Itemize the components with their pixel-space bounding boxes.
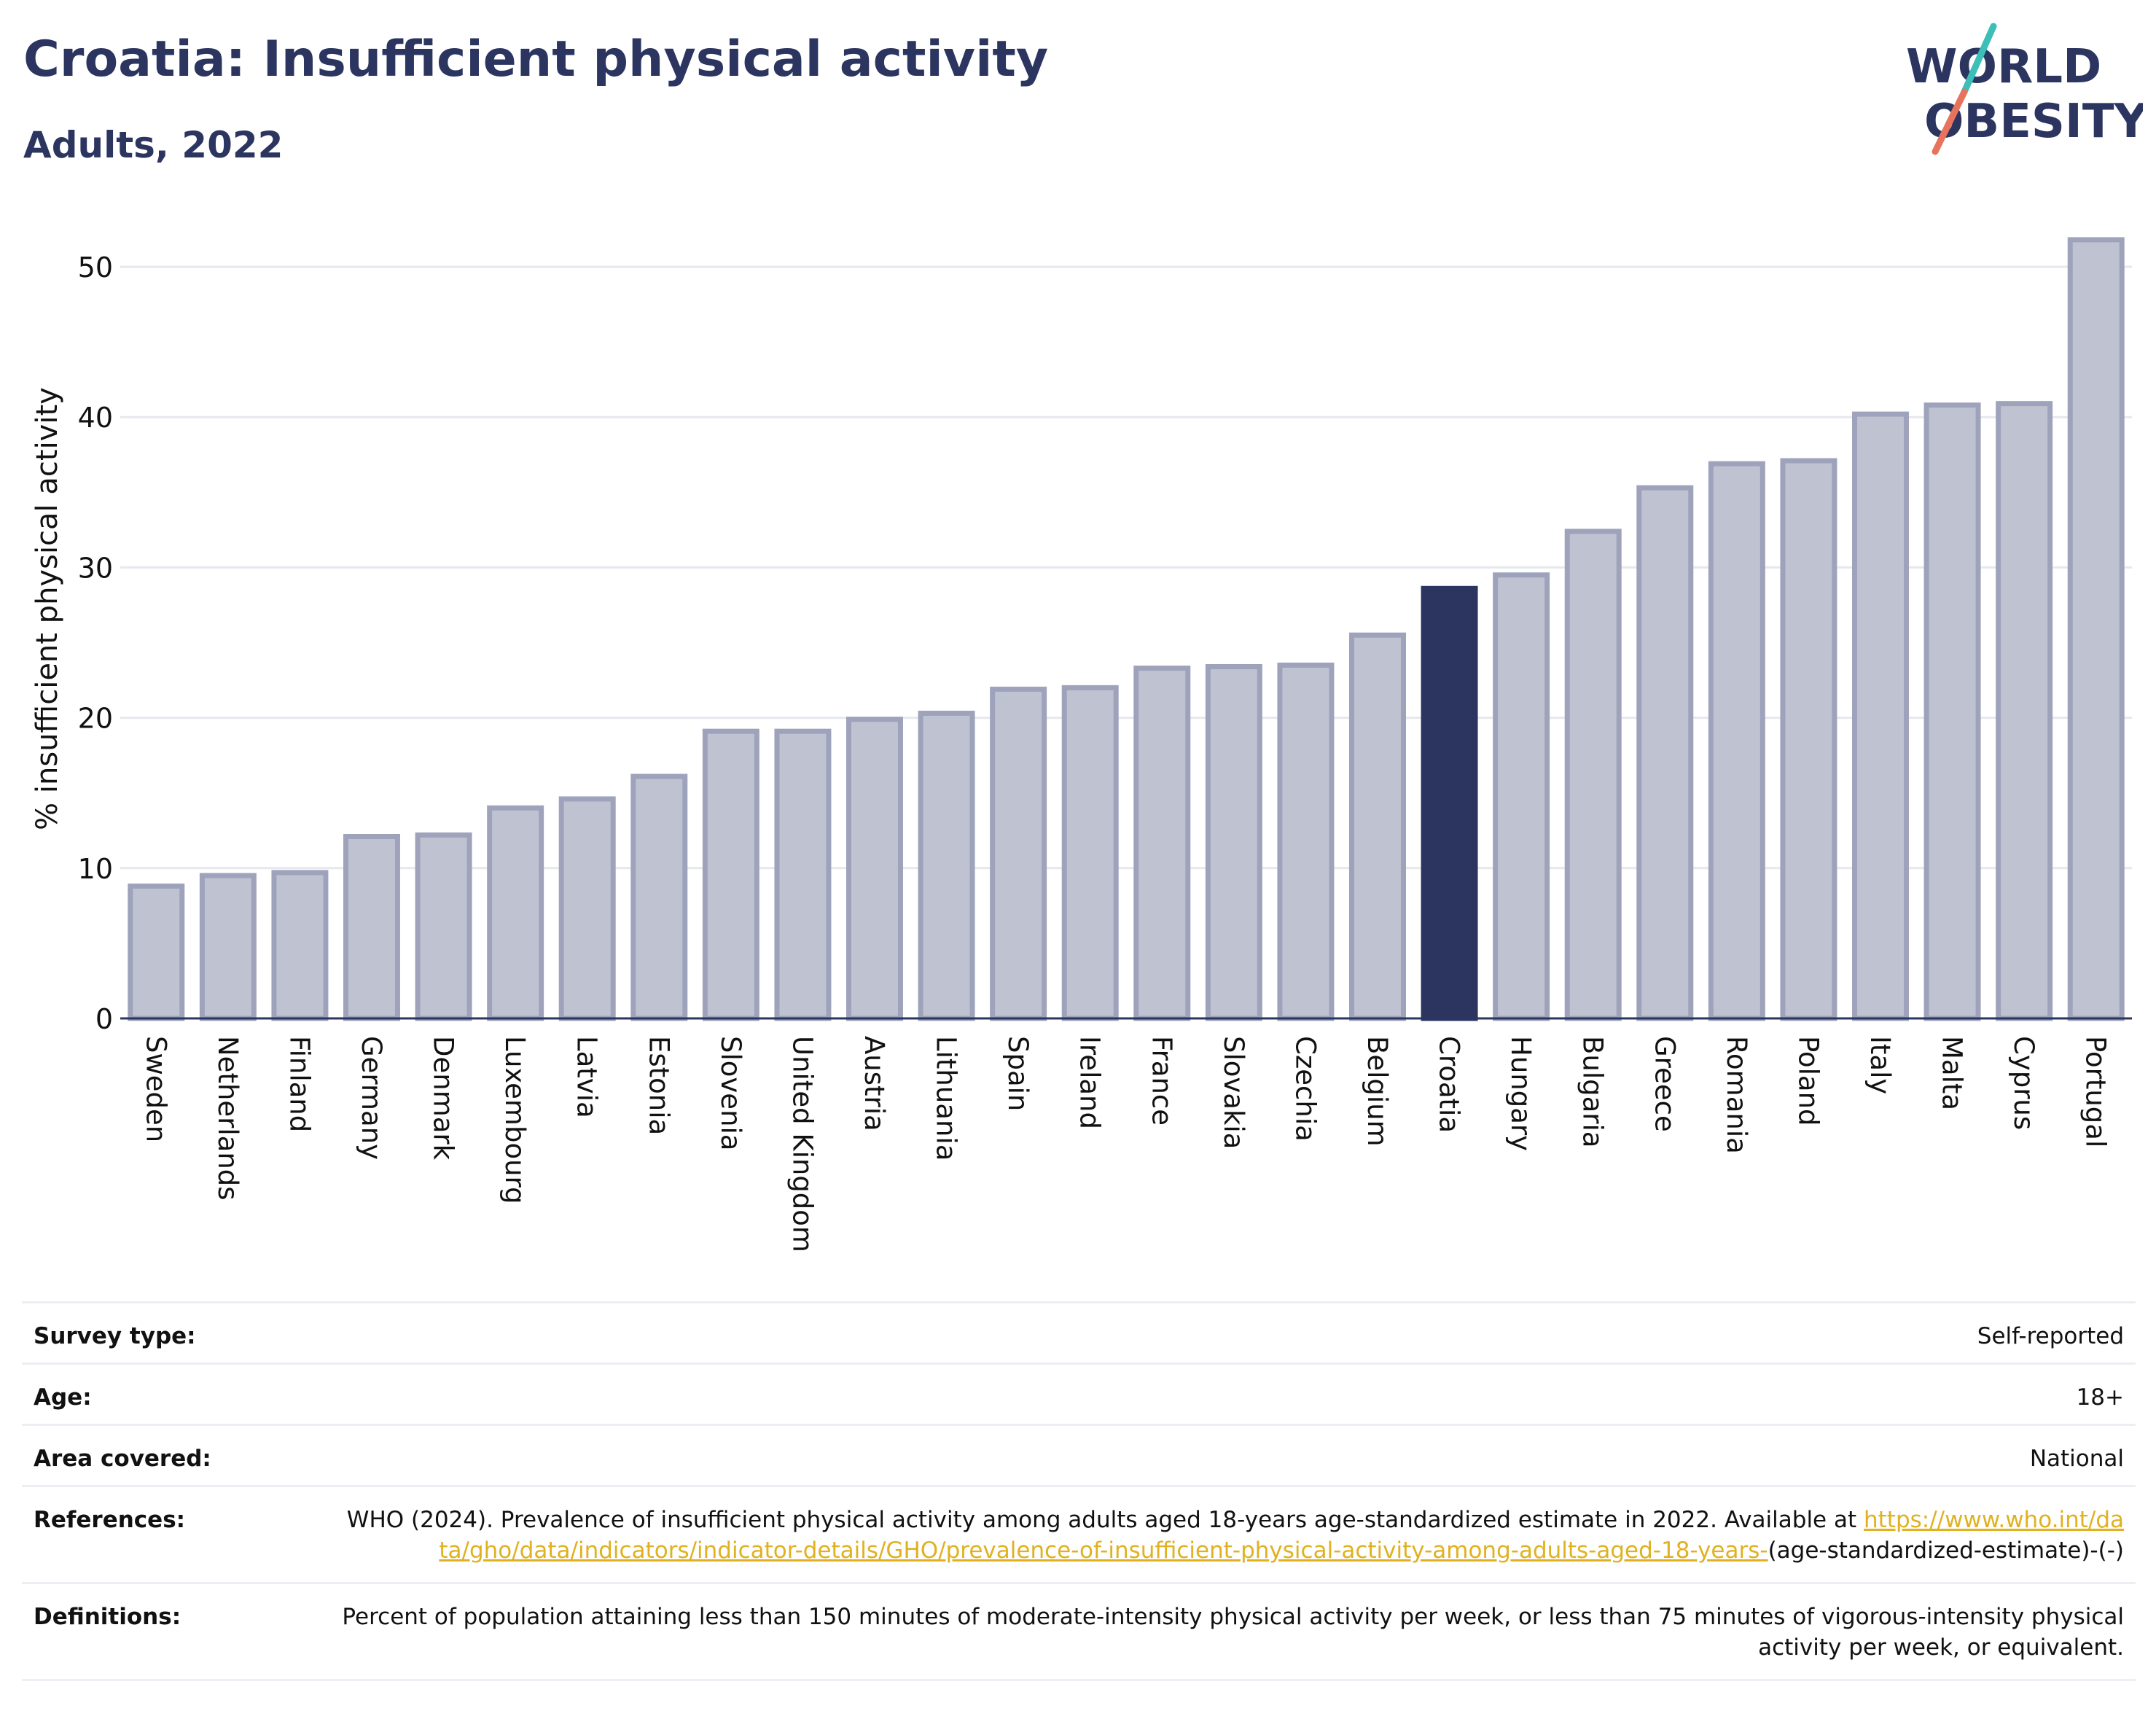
x-tick-label: Bulgaria	[1577, 1036, 1609, 1147]
x-tick-label: Lithuania	[931, 1036, 962, 1161]
x-tick-label: United Kingdom	[786, 1036, 818, 1252]
y-axis-ticks: 0 10 20 30 40 50	[78, 252, 113, 1035]
bar-latvia	[558, 796, 616, 1021]
bar-france	[1133, 666, 1191, 1021]
bar-italy	[1852, 411, 1909, 1021]
bar-estonia	[630, 773, 688, 1021]
bar-slovakia	[1205, 663, 1262, 1021]
x-tick-label: Luxembourg	[499, 1036, 531, 1204]
chart-subtitle: Adults, 2022	[23, 124, 284, 166]
bar-belgium	[1349, 632, 1406, 1021]
bar-poland	[1780, 458, 1837, 1021]
bar-portugal	[2067, 237, 2125, 1021]
logo-text-world: WORLD	[1906, 40, 2101, 94]
x-tick-label: Slovenia	[715, 1036, 746, 1150]
x-tick-label: Ireland	[1074, 1036, 1106, 1129]
logo-slash-coral	[1932, 88, 1968, 155]
x-tick-label: Latvia	[571, 1036, 603, 1118]
bars	[128, 237, 2125, 1021]
metadata-value: National	[2029, 1446, 2124, 1472]
x-tick-label: Portugal	[2080, 1036, 2112, 1147]
reference-link[interactable]: https://www.who.int/data/gho/data/indica…	[439, 1507, 2124, 1564]
bar-united-kingdom	[774, 728, 832, 1021]
x-tick-label: Denmark	[428, 1036, 459, 1161]
x-tick-label: France	[1146, 1036, 1177, 1126]
x-tick-label: Romania	[1721, 1036, 1752, 1154]
logo-slash-teal	[1961, 23, 1997, 95]
bar-malta	[1923, 402, 1981, 1021]
bar-hungary	[1493, 572, 1550, 1021]
bar-finland	[271, 870, 329, 1021]
bar-croatia	[1421, 585, 1478, 1021]
bar-denmark	[415, 832, 472, 1021]
y-axis-label: % insufficient physical activity	[31, 387, 64, 830]
x-tick-label: Greece	[1649, 1036, 1680, 1132]
y-tick-label: 40	[78, 402, 113, 434]
reference-suffix: (age-standardized-estimate)-(-)	[1768, 1537, 2124, 1564]
bar-greece	[1636, 485, 1694, 1021]
x-tick-label: Cyprus	[2008, 1036, 2039, 1130]
bar-czechia	[1277, 662, 1335, 1021]
bar-luxembourg	[487, 805, 544, 1021]
chart-title: Croatia: Insufficient physical activity	[23, 31, 1049, 88]
metadata-key: Area covered:	[34, 1446, 211, 1472]
metadata-value: WHO (2024). Prevalence of insufficient p…	[340, 1487, 2136, 1582]
metadata-value: 18+	[2076, 1384, 2124, 1411]
bar-romania	[1708, 461, 1765, 1021]
x-tick-label: Poland	[1792, 1036, 1824, 1126]
bar-ireland	[1061, 685, 1119, 1021]
y-tick-label: 20	[78, 703, 113, 735]
bar-sweden	[128, 884, 185, 1021]
bar-austria	[846, 717, 903, 1021]
metadata-value: Self-reported	[1977, 1323, 2124, 1349]
metadata-row-survey-type: Survey type: Self-reported	[22, 1301, 2136, 1362]
x-tick-label: Hungary	[1505, 1036, 1536, 1151]
metadata-value: Percent of population attaining less tha…	[342, 1604, 2124, 1661]
world-obesity-logo: WORLD OBESITY	[1906, 23, 2143, 155]
x-tick-label: Croatia	[1434, 1036, 1465, 1133]
y-tick-label: 50	[78, 252, 113, 284]
bar-slovenia	[702, 728, 759, 1021]
bar-chart: 0 10 20 30 40 50 Sweden Netherlands Finland Germ…	[31, 237, 2132, 1252]
x-tick-label: Slovakia	[1218, 1036, 1249, 1149]
x-tick-label: Sweden	[140, 1036, 171, 1142]
x-tick-label: Czechia	[1289, 1036, 1321, 1142]
bar-germany	[343, 833, 400, 1021]
bar-lithuania	[918, 710, 975, 1021]
x-tick-label: Belgium	[1362, 1036, 1393, 1147]
x-tick-label: Finland	[284, 1036, 315, 1132]
x-tick-label: Austria	[859, 1036, 890, 1131]
metadata-key: Age:	[34, 1384, 92, 1411]
x-tick-label: Spain	[1002, 1036, 1034, 1111]
metadata-row-age: Age: 18+	[22, 1362, 2136, 1424]
x-tick-label: Malta	[1937, 1036, 1968, 1110]
metadata-table: Survey type: Self-reported Age: 18+ Area…	[22, 1301, 2136, 1681]
metadata-key: References:	[34, 1507, 186, 1533]
bar-bulgaria	[1564, 529, 1622, 1021]
metadata-key: Survey type:	[34, 1323, 196, 1349]
x-tick-label: Netherlands	[212, 1036, 243, 1201]
metadata-row-area-covered: Area covered: National	[22, 1424, 2136, 1485]
y-tick-label: 0	[95, 1003, 113, 1035]
y-tick-label: 30	[78, 552, 113, 584]
metadata-row-definitions: Definitions: Percent of population attai…	[22, 1582, 2136, 1681]
metadata-key: Definitions:	[34, 1604, 181, 1630]
metadata-row-references: References: WHO (2024). Prevalence of in…	[22, 1485, 2136, 1582]
bar-spain	[990, 686, 1047, 1021]
bar-netherlands	[199, 873, 257, 1021]
x-tick-label: Italy	[1864, 1036, 1896, 1094]
x-axis-labels: Sweden Netherlands Finland Germany Denmark Lu…	[140, 1036, 2111, 1252]
reference-text: WHO (2024). Prevalence of insufficient p…	[346, 1507, 1857, 1533]
bar-cyprus	[1996, 401, 2053, 1021]
x-tick-label: Estonia	[643, 1036, 674, 1135]
y-tick-label: 10	[78, 853, 113, 885]
x-tick-label: Germany	[356, 1036, 387, 1160]
